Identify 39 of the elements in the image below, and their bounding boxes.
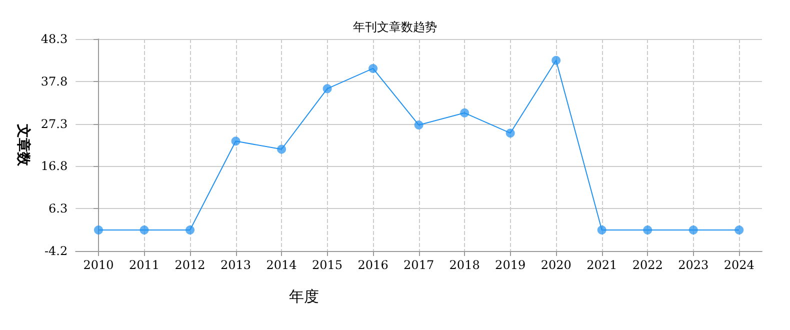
y-tick-label: 6.3 [48,202,68,216]
x-tick-label: 2024 [724,258,755,272]
x-tick-label: 2021 [586,258,618,272]
x-tick-label: 2016 [358,258,388,272]
point [734,226,744,234]
point [322,84,332,94]
point [460,108,470,118]
x-axis-title: 年度 [288,288,319,306]
x-tick-label: 2018 [449,258,480,272]
x-tick-label: 2023 [678,258,709,272]
x-tick-label: 2017 [404,258,434,272]
x-tick-label: 2013 [220,258,252,272]
y-tick-label: 48.3 [40,32,68,46]
y-tick-label: 16.8 [40,159,68,174]
chart-title: 年刊文章数趋势 [353,20,437,34]
y-tick-label: -4.2 [44,244,68,258]
x-tick-label: 2011 [128,258,160,272]
y-tick-label: 37.8 [40,74,68,88]
y-axis-title: 文章数 [15,123,32,167]
x-tick-label: 2022 [632,258,663,272]
x-tick-label: 2014 [266,258,298,272]
point [688,226,698,234]
x-tick-label: 2019 [495,258,526,272]
point [94,226,103,234]
point [140,226,149,234]
point [186,226,195,234]
point [368,64,378,73]
point [414,120,424,130]
point [643,226,652,234]
y-tick-label: 27.3 [40,116,68,131]
x-tick-label: 2015 [312,258,343,272]
point [506,128,515,138]
point [597,226,606,234]
point [552,56,561,65]
point [277,144,286,154]
x-tick-label: 2012 [174,258,206,272]
x-tick-label: 2010 [83,258,114,272]
point [231,136,240,146]
x-tick-label: 2020 [540,258,572,272]
